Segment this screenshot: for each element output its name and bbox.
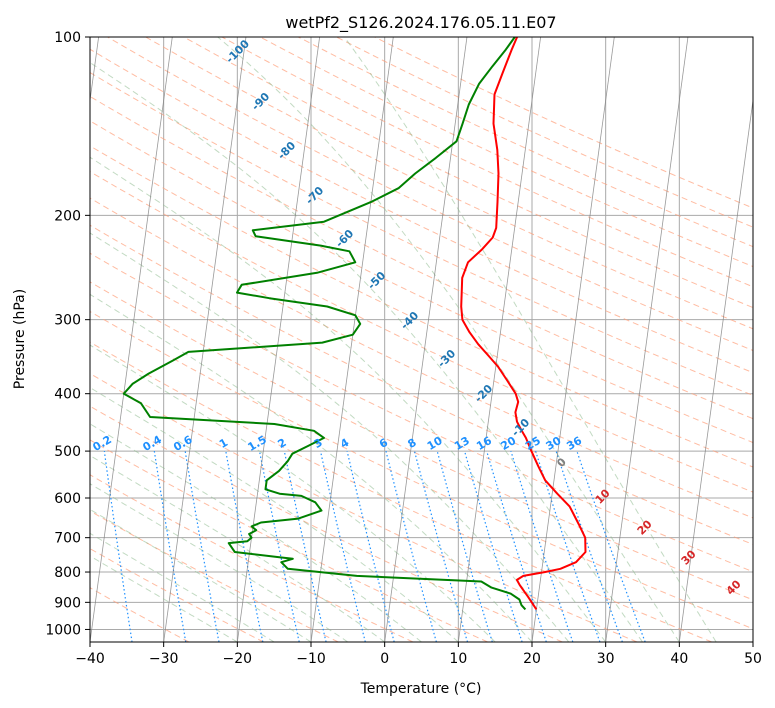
isotherm-line bbox=[310, 37, 394, 642]
isotherm-line bbox=[678, 97, 753, 642]
x-tick-label: −20 bbox=[223, 651, 253, 667]
y-tick-label: 800 bbox=[54, 565, 81, 581]
mixing-ratio-line bbox=[464, 450, 523, 642]
y-tick-label: 300 bbox=[54, 313, 81, 329]
moist-adiabat-line bbox=[343, 37, 717, 642]
dry-adiabat-line bbox=[90, 439, 488, 642]
dry-adiabat-line bbox=[90, 341, 712, 642]
mixing-ratio-line bbox=[486, 450, 547, 642]
x-tick-label: 20 bbox=[523, 651, 541, 667]
mixing-ratio-line bbox=[413, 450, 469, 642]
dry-adiabat-line bbox=[90, 405, 563, 642]
dry-adiabat-line bbox=[107, 37, 753, 352]
dry-adiabat-line bbox=[90, 281, 753, 601]
mixing-ratio-line bbox=[555, 450, 623, 642]
dry-adiabat-line bbox=[90, 224, 753, 545]
mixing-ratio-line bbox=[258, 450, 300, 642]
y-tick-label: 700 bbox=[54, 531, 81, 547]
mixing-ratio-line bbox=[436, 450, 493, 642]
dry-adiabat-line bbox=[90, 171, 753, 493]
axis-ticks: −40 −30 −20 −10 0 10 20 30 40 50 100 200 300 400 500 60… bbox=[45, 30, 762, 667]
dry-adiabat-line bbox=[221, 37, 753, 288]
isotherm-line bbox=[384, 37, 468, 642]
x-tick-label: 40 bbox=[670, 651, 688, 667]
y-tick-label: 500 bbox=[54, 444, 81, 460]
y-tick-label: 1000 bbox=[45, 622, 81, 638]
x-tick-label: −30 bbox=[149, 651, 179, 667]
mixing-ratio-line bbox=[385, 450, 437, 642]
x-tick-label: 30 bbox=[597, 651, 615, 667]
moist-adiabat-line bbox=[90, 454, 385, 642]
dry-adiabat-line bbox=[145, 37, 753, 330]
skewed-isotherms bbox=[90, 37, 753, 642]
series-layer bbox=[122, 37, 587, 611]
dry-adiabat-line bbox=[90, 373, 638, 642]
dry-adiabat-line bbox=[90, 71, 753, 396]
dry-adiabats bbox=[90, 37, 753, 642]
moist-adiabat-line bbox=[217, 37, 680, 642]
mixing-ratio-lines bbox=[103, 450, 646, 642]
y-tick-label: 900 bbox=[54, 595, 81, 611]
y-tick-label: 400 bbox=[54, 387, 81, 403]
x-tick-label: 0 bbox=[380, 651, 389, 667]
isotherm-line bbox=[236, 37, 321, 642]
moist-adiabat-line bbox=[90, 232, 570, 642]
x-axis-label: Temperature (°C) bbox=[360, 681, 482, 697]
chart-title: wetPf2_S126.2024.176.05.11.E07 bbox=[285, 13, 556, 33]
y-axis-label: Pressure (hPa) bbox=[12, 289, 28, 389]
moist-adiabat-line bbox=[90, 293, 533, 642]
moist-adiabat-line bbox=[90, 344, 496, 642]
y-tick-label: 100 bbox=[54, 30, 81, 46]
isotherm-line bbox=[531, 37, 615, 642]
moist-adiabat-line bbox=[90, 532, 275, 642]
mixing-ratio-line bbox=[283, 450, 327, 642]
y-tick-label: 600 bbox=[54, 491, 81, 507]
isotherm-line bbox=[163, 37, 247, 642]
x-tick-label: 50 bbox=[744, 651, 762, 667]
isotherm-line bbox=[457, 37, 542, 642]
dry-adiabat-line bbox=[90, 548, 264, 642]
moist-adiabat-line bbox=[90, 555, 238, 642]
x-tick-label: 10 bbox=[449, 651, 467, 667]
mixing-ratio-line bbox=[510, 450, 574, 642]
mixing-ratio-line bbox=[535, 450, 601, 642]
temperature-profile-line bbox=[460, 37, 587, 610]
dry-adiabat-line bbox=[90, 310, 753, 630]
dewpoint-profile-line bbox=[122, 37, 527, 611]
isotherm-line bbox=[90, 37, 173, 642]
moist-adiabats bbox=[90, 37, 717, 642]
mixing-ratio-line bbox=[576, 450, 646, 642]
x-tick-label: −40 bbox=[75, 651, 105, 667]
dry-adiabat-line bbox=[90, 197, 753, 519]
dry-adiabat-line bbox=[90, 510, 339, 642]
moist-adiabat-line bbox=[90, 386, 459, 642]
isotherm-line bbox=[605, 37, 689, 642]
mixing-ratio-line bbox=[225, 450, 264, 642]
x-tick-label: −10 bbox=[296, 651, 326, 667]
moist-adiabat-line bbox=[90, 423, 422, 642]
mixing-ratio-line bbox=[319, 450, 366, 642]
plot-frame bbox=[89, 36, 754, 643]
moist-adiabat-line bbox=[90, 61, 643, 642]
y-tick-label: 200 bbox=[54, 208, 81, 224]
